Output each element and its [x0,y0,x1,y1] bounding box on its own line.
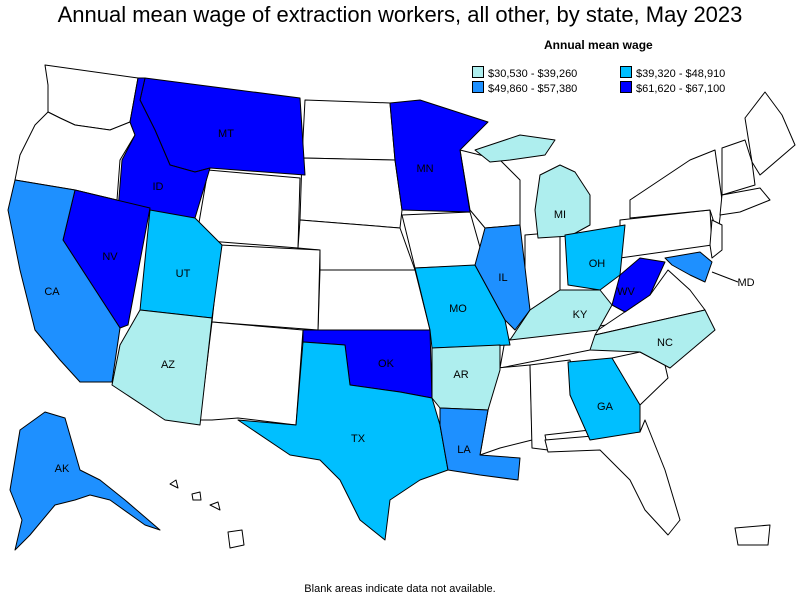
state-FL [544,419,681,536]
state-label-MN: MN [416,163,433,175]
state-label-KY: KY [573,309,588,321]
state-HI-island [209,501,221,511]
legend-label: $49,860 - $57,380 [488,83,578,95]
state-ID [117,77,211,219]
state-IA [401,211,486,269]
state-MD [664,251,713,283]
state-VT-NH [721,139,756,196]
state-MN [389,99,489,213]
state-SD [299,157,403,229]
state-HI-island [191,491,202,501]
state-label-NC: NC [657,337,673,349]
state-KS [317,269,431,331]
state-MI-upper [474,134,556,163]
state-label-AZ: AZ [161,359,175,371]
state-label-OK: OK [378,358,395,370]
state-OR [14,111,136,201]
state-label-IL: IL [498,272,507,284]
state-WV [611,257,666,313]
state-label-WV: WV [617,286,635,298]
state-NJ [709,219,723,259]
state-HI-island [169,479,179,489]
state-AZ [111,309,213,426]
md-leader-line [711,271,739,283]
state-label-TX: TX [351,433,366,445]
state-label-MI: MI [554,209,566,221]
legend-swatch [472,81,484,93]
legend-swatch [620,81,632,93]
state-label-LA: LA [457,444,471,456]
map-title: Annual mean wage of extraction workers, … [57,2,743,27]
state-OH [564,224,626,291]
state-PR [734,524,771,546]
state-label-ID: ID [153,181,164,193]
state-label-AR: AR [453,369,468,381]
state-GA [567,357,641,441]
state-label-MT: MT [218,128,234,140]
state-label-UT: UT [176,268,191,280]
state-label-AK: AK [55,463,70,475]
state-label-NV: NV [102,251,118,263]
legend-item-bin-4: $61,620 - $67,100 [620,81,725,96]
state-CA [7,179,121,383]
state-CO [211,244,321,331]
state-MI [534,164,591,239]
state-label-GA: GA [597,401,614,413]
state-MA-CT-RI [719,187,771,216]
state-NC [589,309,716,369]
legend-item-bin-1: $30,530 - $39,260 [472,66,577,81]
state-AK [9,411,161,551]
state-label-MD: MD [737,277,754,289]
state-NY [629,149,723,236]
state-LA [439,407,521,481]
state-ND [301,99,396,161]
footnote: Blank areas indicate data not available. [304,583,496,595]
state-label-MO: MO [449,303,467,315]
state-HI-island [227,529,245,549]
state-label-CA: CA [44,286,60,298]
state-TX [237,341,449,541]
legend-title: Annual mean wage [544,38,653,52]
legend-swatch [472,66,484,78]
state-UT [139,209,223,319]
legend-item-bin-2: $39,320 - $48,910 [620,66,725,81]
legend-label: $61,620 - $67,100 [636,83,726,95]
legend-item-bin-3: $49,860 - $57,380 [472,81,577,96]
legend-label: $30,530 - $39,260 [488,68,578,80]
state-IL [474,224,531,331]
state-NM [199,321,304,426]
legend-label: $39,320 - $48,910 [636,68,726,80]
legend-swatch [620,66,632,78]
state-label-OH: OH [589,258,606,270]
